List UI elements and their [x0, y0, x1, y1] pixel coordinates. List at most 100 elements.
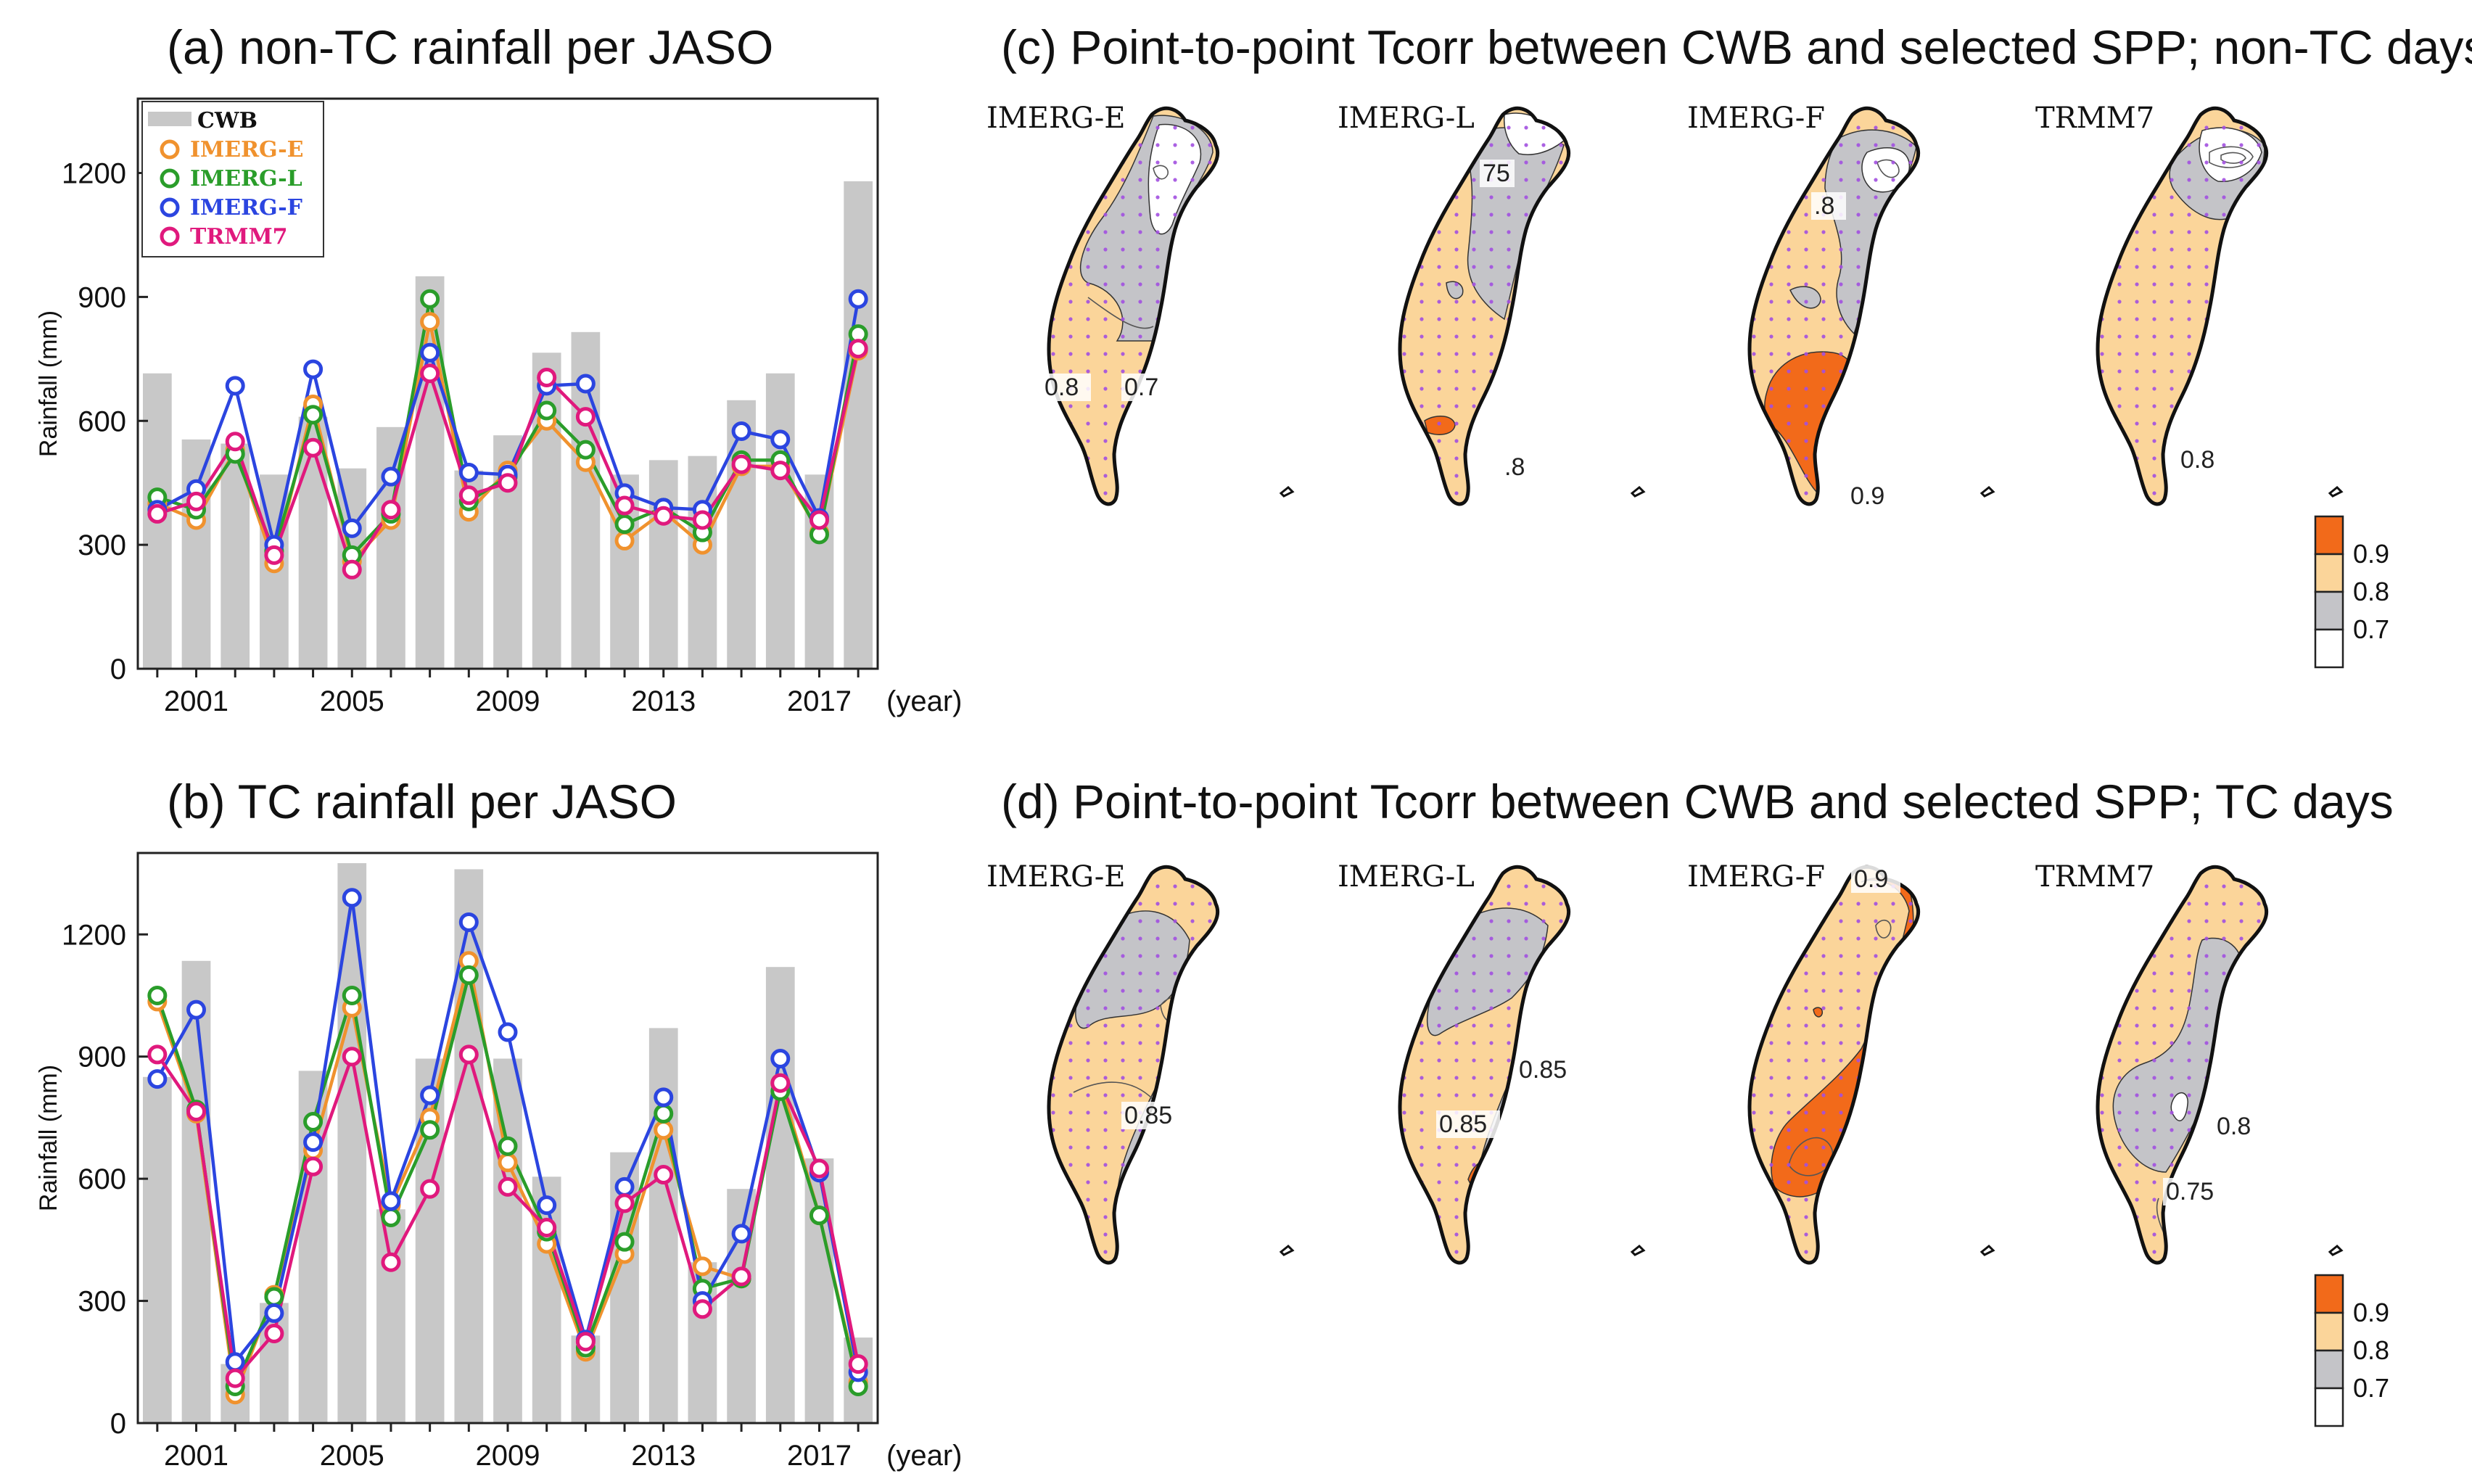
legend: CWB IMERG-E IMERG-L IMERG-F TRMM7: [141, 101, 324, 257]
point-IMERG-L-2007: [420, 1120, 440, 1140]
colorbar-tick-0.7: 0.7: [2353, 1373, 2389, 1403]
coastline: [1047, 865, 1220, 1265]
legend-label-IMERG-L: IMERG-L: [190, 166, 302, 191]
panel-d-title: (d) Point-to-point Tcorr between CWB and…: [1001, 775, 2394, 828]
islet: [1979, 1244, 1995, 1256]
point-IMERG-L-2012: [614, 1232, 635, 1252]
coastline: [1747, 106, 1921, 506]
map-label: IMERG-L: [1338, 860, 1475, 894]
y-axis-label: Rainfall (mm): [35, 310, 62, 457]
x-tick-label: 2013: [631, 685, 696, 717]
legend-swatch-cwb: [148, 112, 191, 126]
shade-below-0.7: [1863, 1077, 1898, 1188]
bar-cwb-2004: [298, 416, 328, 669]
y-tick-label: 1200: [62, 919, 126, 951]
islet: [2328, 485, 2344, 498]
x-tick-label: 2001: [164, 1440, 228, 1472]
contour-label: 0.9: [1850, 482, 1884, 510]
point-IMERG-L-2004: [303, 1112, 324, 1132]
point-TRMM7-2000: [147, 1044, 168, 1065]
panel-a-chart: 0 300 600 900 1200 2001 2005 2009 2013 2017 (year)…: [35, 97, 962, 717]
islet: [1630, 1244, 1646, 1256]
colorbar-swatch-3: [2314, 1387, 2344, 1427]
x-tick-label: 2009: [476, 1440, 540, 1472]
y-tick-label: 600: [78, 405, 126, 437]
contour-label-bg: [1516, 1056, 1580, 1084]
colorbar-tick-0.7: 0.7: [2353, 614, 2389, 644]
point-IMERG-L-2005: [342, 986, 362, 1005]
significance-dots: [1750, 867, 1919, 1263]
point-IMERG-L-2013: [654, 1103, 674, 1124]
coastline: [2096, 106, 2269, 506]
point-IMERG-F-2013: [654, 1087, 674, 1108]
bar-cwb-2018: [844, 181, 873, 669]
panel-b-title: (b) TC rainfall per JASO: [167, 775, 677, 828]
point-TRMM7-2007: [420, 1179, 440, 1199]
point-IMERG-L-2009: [498, 1136, 518, 1156]
significance-dots: [2098, 867, 2267, 1263]
bar-cwb-2015: [727, 400, 756, 669]
contour-label-bg: [1501, 453, 1536, 481]
bar-cwb-2013: [648, 1028, 678, 1423]
islet: [1279, 485, 1295, 498]
significance-dots: [1049, 867, 1218, 1263]
significance-dots: [1400, 108, 1569, 504]
point-TRMM7-2008: [458, 1044, 479, 1065]
y-tick-label: 300: [78, 529, 126, 561]
contour-label: 0.8: [2180, 446, 2214, 474]
point-IMERG-L-2006: [381, 1207, 401, 1227]
x-axis-label: (year): [886, 1440, 962, 1472]
bar-cwb-2005: [337, 863, 367, 1423]
contour-label: 75: [1483, 160, 1510, 187]
y-tick-label: 1200: [62, 158, 126, 190]
coastline: [1047, 106, 1220, 506]
contour-label: .8: [1504, 453, 1525, 481]
legend-marker-IMERG-L: [160, 168, 180, 189]
contour-label-bg: [2178, 446, 2227, 474]
point-TRMM7-2008: [458, 485, 479, 506]
point-TRMM7-2011: [575, 1332, 596, 1352]
colorbar-swatch-3: [2314, 628, 2344, 669]
islet: [1279, 1244, 1295, 1256]
map-IMERG-L: IMERG-L 75 .8: [1338, 102, 1646, 506]
colorbar-tick-0.9: 0.9: [2353, 1298, 2389, 1327]
y-tick-label: 300: [78, 1286, 126, 1318]
significance-dots: [2098, 108, 2267, 504]
y-axis-label: Rainfall (mm): [35, 1065, 62, 1211]
point-TRMM7-2010: [537, 367, 557, 387]
islet: [1979, 485, 1995, 498]
legend-label-cwb: CWB: [197, 108, 258, 133]
point-TRMM7-2014: [692, 1299, 712, 1319]
point-TRMM7-2001: [186, 1102, 207, 1122]
point-TRMM7-2004: [303, 1156, 324, 1176]
panel-b-chart: 0 300 600 900 1200 2001 2005 2009 2013 2017 (year)…: [35, 852, 962, 1472]
colorbar-swatch-1: [2314, 1311, 2344, 1352]
contour-label-bg: [1436, 1110, 1500, 1138]
point-IMERG-L-2003: [264, 1287, 284, 1307]
contour-label-bg: [1811, 192, 1846, 220]
panel-c-title: (c) Point-to-point Tcorr between CWB and…: [1001, 20, 2472, 74]
point-TRMM7-2016: [770, 1073, 791, 1093]
point-IMERG-L-2011: [575, 440, 596, 460]
point-IMERG-L-2017: [809, 1205, 829, 1226]
point-IMERG-L-2010: [537, 400, 557, 421]
contour-label-bg: [1847, 482, 1897, 510]
contour-label-bg: [1480, 160, 1515, 187]
point-TRMM7-2014: [692, 510, 712, 530]
map-TRMM7: TRMM7 0.8: [2035, 102, 2344, 506]
point-IMERG-F-2007: [420, 342, 440, 363]
point-TRMM7-2011: [575, 407, 596, 427]
point-TRMM7-2006: [381, 1252, 401, 1272]
map-IMERG-F: IMERG-F 0.9: [1687, 860, 1995, 1265]
significance-dots: [1049, 108, 1218, 504]
islet: [2328, 1244, 2344, 1256]
contour-label: 0.9: [1854, 865, 1888, 893]
point-IMERG-F-2004: [303, 1132, 324, 1153]
contour-label: 0.85: [1124, 1102, 1172, 1129]
point-TRMM7-2004: [303, 437, 324, 458]
contour-label-bg: [2163, 1178, 2227, 1205]
point-TRMM7-2007: [420, 363, 440, 384]
point-IMERG-F-2008: [458, 912, 479, 932]
point-TRMM7-2006: [381, 500, 401, 520]
